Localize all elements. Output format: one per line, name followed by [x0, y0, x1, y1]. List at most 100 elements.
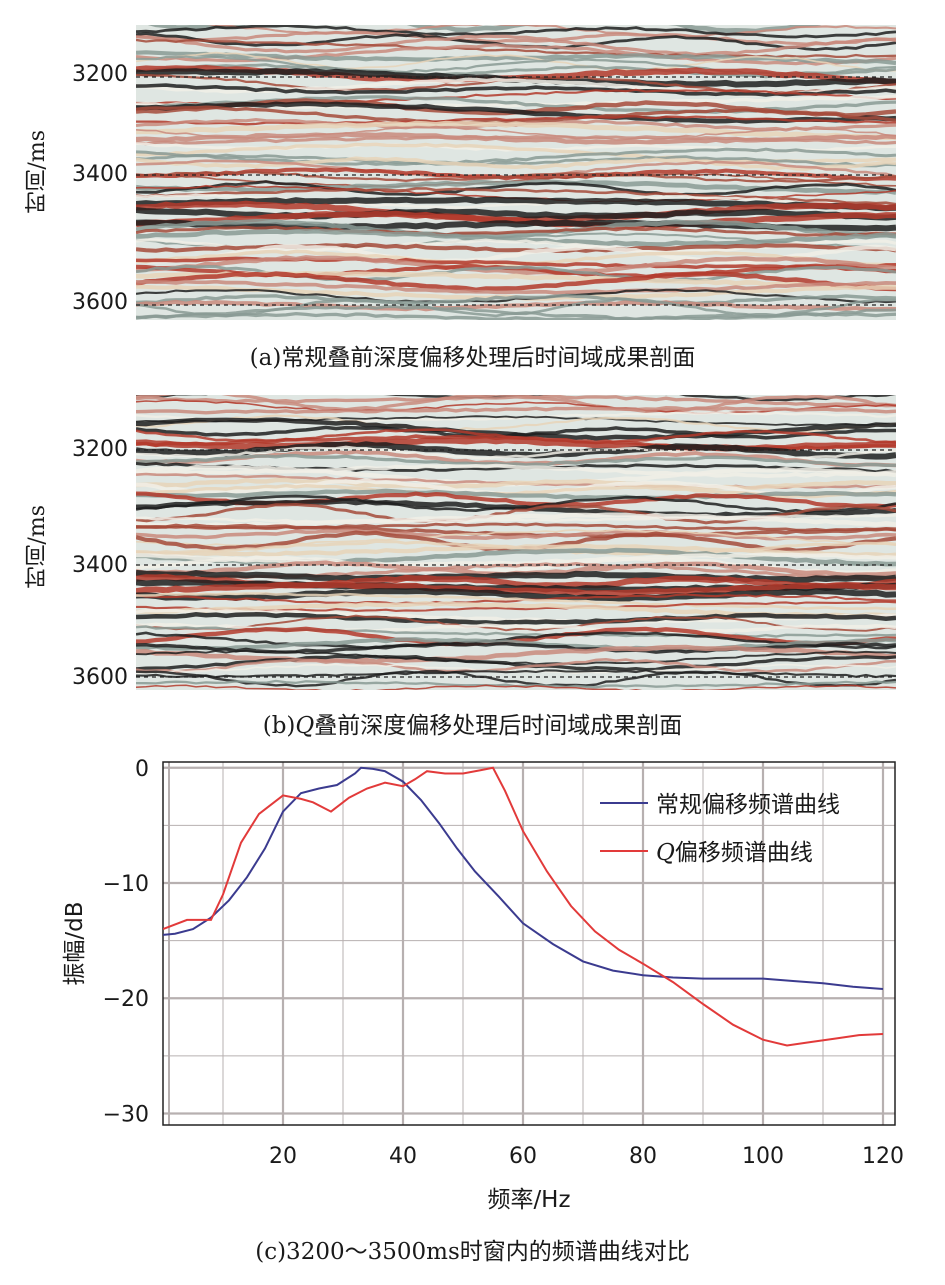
seismic-reflector	[136, 657, 896, 674]
panel-a-tick-3200: 3200	[72, 62, 128, 87]
x-tick-label: 40	[389, 1144, 417, 1169]
panel-b-caption-q: Q	[295, 713, 315, 739]
seismic-reflector	[136, 279, 896, 295]
seismic-reflector	[136, 684, 896, 690]
panel-b-caption: (b)Q叠前深度偏移处理后时间域成果剖面	[0, 706, 945, 740]
seismic-reflector	[136, 644, 896, 665]
seismic-reflector	[136, 153, 896, 168]
x-tick-label: 60	[509, 1144, 537, 1169]
seismic-reflector	[136, 105, 896, 125]
panel-b-caption-prefix: (b)	[262, 713, 296, 739]
seismic-section-b	[136, 395, 896, 690]
seismic-reflector	[136, 255, 896, 276]
seismic-reflector	[136, 180, 896, 197]
y-tick-label: −30	[103, 1102, 149, 1127]
y-tick-label: −10	[103, 872, 149, 897]
seismic-reflector	[136, 669, 896, 688]
seismic-reflector	[136, 83, 896, 97]
seismic-reflector	[136, 311, 896, 320]
seismic-reflector	[136, 38, 896, 59]
seismic-reflector	[136, 552, 896, 568]
x-axis-label: 频率/Hz	[487, 1187, 570, 1213]
panel-c-caption: (c)3200～3500ms时窗内的频谱曲线对比	[255, 1239, 690, 1265]
seismic-reflector	[136, 30, 896, 46]
panel-b-ylabel: 时间/ms	[25, 505, 50, 589]
seismic-reflector	[136, 293, 896, 306]
legend-entry: Q偏移频谱曲线	[656, 840, 813, 866]
seismic-reflector	[136, 395, 896, 408]
seismic-reflector	[136, 631, 896, 650]
seismic-reflector	[136, 453, 896, 468]
seismic-reflector	[136, 25, 896, 39]
spectrum-chart: 20 40 60 80 100 120 0 −10 −20 −30 频率/Hz 振幅/dB 常规偏移频谱…	[62, 757, 904, 1213]
seismic-reflector	[136, 436, 896, 452]
seismic-reflector	[136, 477, 896, 491]
seismic-reflector	[136, 156, 896, 171]
panel-a-ylabel: 时间/ms	[25, 130, 50, 214]
seismic-reflector	[136, 498, 896, 519]
panel-a-caption: (a)常规叠前深度偏移处理后时间域成果剖面	[249, 345, 696, 371]
seismic-section-a	[136, 25, 896, 320]
x-tick-label: 80	[629, 1144, 657, 1169]
seismic-reflector	[136, 592, 896, 611]
x-tick-label: 120	[862, 1144, 904, 1169]
seismic-reflector	[136, 219, 896, 239]
seismic-reflector	[136, 51, 896, 72]
chart-grid	[163, 762, 895, 1125]
legend-q: Q	[656, 840, 675, 866]
seismic-reflector	[136, 210, 896, 229]
panel-b-tick-3400: 3400	[72, 553, 128, 578]
seismic-reflector	[136, 581, 896, 597]
legend-entry: 常规偏移频谱曲线	[656, 792, 840, 818]
seismic-reflector	[136, 543, 896, 558]
seismic-reflector	[136, 120, 896, 141]
seismic-reflector	[136, 649, 896, 666]
seismic-reflector	[136, 463, 896, 479]
chart-legend: 常规偏移频谱曲线 Q偏移频谱曲线	[600, 792, 840, 866]
seismic-reflector	[136, 654, 896, 672]
y-axis-label: 振幅/dB	[62, 901, 88, 985]
x-tick-label: 20	[269, 1144, 297, 1169]
seismic-reflector	[207, 25, 896, 38]
panel-b-tick-3200: 3200	[72, 437, 128, 462]
seismic-reflector	[136, 193, 896, 209]
panel-b-caption-rest: 叠前深度偏移处理后时间域成果剖面	[314, 713, 683, 739]
panel-a-tick-3400: 3400	[72, 162, 128, 187]
seismic-reflector	[136, 271, 896, 293]
legend-name: 偏移频谱曲线	[675, 840, 813, 866]
y-tick-label: 0	[135, 757, 149, 782]
legend-name: 常规偏移频谱曲线	[656, 792, 840, 818]
seismic-reflector	[136, 512, 896, 529]
seismic-reflector	[136, 528, 896, 541]
seismic-reflector	[136, 608, 896, 624]
seismic-reflector	[136, 514, 896, 524]
seismic-reflector	[136, 187, 896, 206]
seismic-reflector	[136, 637, 896, 652]
seismic-reflector	[136, 170, 896, 183]
seismic-reflector	[136, 588, 896, 603]
seismic-reflector	[136, 612, 896, 626]
seismic-reflector	[136, 614, 896, 632]
seismic-reflector	[136, 395, 896, 414]
y-tick-label: −20	[103, 987, 149, 1012]
series-line-2	[163, 766, 884, 1047]
seismic-reflector	[136, 134, 896, 146]
series-line-1	[163, 766, 884, 990]
seismic-reflector	[136, 593, 896, 605]
seismic-reflector	[136, 225, 896, 237]
seismic-reflector	[136, 147, 896, 166]
seismic-reflector	[136, 101, 896, 124]
seismic-reflector	[136, 305, 896, 320]
seismic-reflector	[136, 34, 896, 57]
seismic-reflector	[136, 669, 896, 679]
seismic-reflector	[136, 125, 896, 141]
plot-frame	[162, 761, 896, 1126]
seismic-reflector	[136, 115, 896, 126]
seismic-reflector	[136, 405, 896, 415]
x-tick-label: 100	[742, 1144, 784, 1169]
panel-a-tick-3600: 3600	[72, 290, 128, 315]
seismic-reflector	[136, 569, 896, 584]
seismic-reflector	[136, 523, 896, 539]
seismic-reflector	[136, 425, 896, 440]
panel-b-tick-3600: 3600	[72, 665, 128, 690]
